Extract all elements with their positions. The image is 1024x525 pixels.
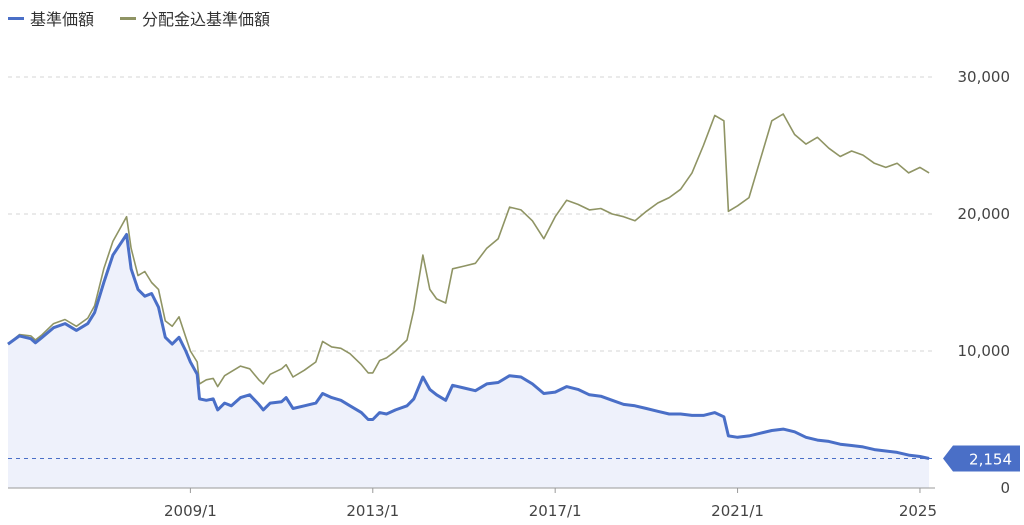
x-tick-label: 2013/1 xyxy=(346,502,399,520)
legend-label-total-return: 分配金込基準価額 xyxy=(142,10,271,29)
y-tick-label: 30,000 xyxy=(958,68,1011,86)
last-value-badge xyxy=(943,445,1020,472)
y-tick-label: 10,000 xyxy=(958,342,1011,360)
y-axis: 0 10,000 20,000 30,000 xyxy=(958,68,1011,497)
y-tick-label: 0 xyxy=(1000,479,1010,497)
x-tick-label: 2025 xyxy=(899,502,937,520)
series-lines xyxy=(7,113,930,460)
y-tick-label: 20,000 xyxy=(958,205,1011,223)
x-tick-label: 2017/1 xyxy=(529,502,582,520)
legend-item-nav[interactable]: 基準価額 xyxy=(8,6,94,30)
series-area-fill xyxy=(8,234,930,488)
total-return-line xyxy=(7,113,930,388)
legend-item-total-return[interactable]: 分配金込基準価額 xyxy=(120,6,270,30)
x-tick-label: 2021/1 xyxy=(711,502,764,520)
x-axis: 2009/1 2013/1 2017/1 2021/1 2025 xyxy=(8,487,937,520)
last-value-marker: 2,154 xyxy=(8,445,1020,472)
legend-label-nav: 基準価額 xyxy=(30,10,95,29)
nav-line xyxy=(7,233,930,460)
legend-swatch-total-return xyxy=(120,16,137,20)
legend-swatch-nav xyxy=(8,16,24,20)
legend: 基準価額 分配金込基準価額 xyxy=(8,6,270,30)
last-value-label: 2,154 xyxy=(969,450,1012,468)
x-tick-label: 2009/1 xyxy=(164,502,217,520)
nav-area-fill xyxy=(8,234,930,488)
